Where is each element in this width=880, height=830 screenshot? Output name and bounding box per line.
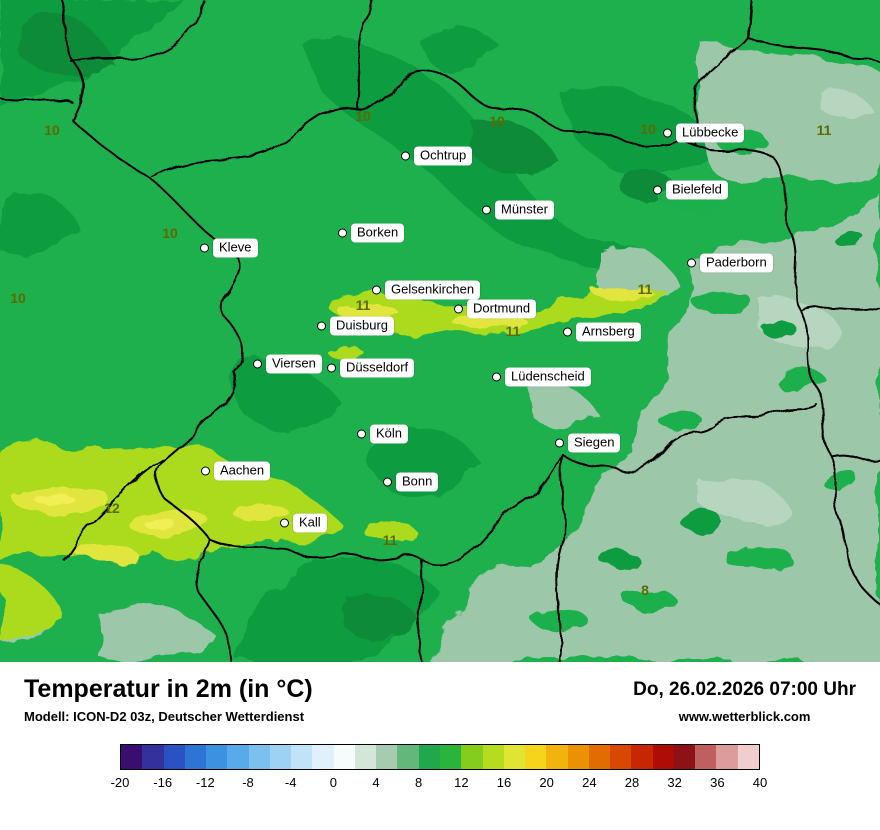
forecast-datetime: Do, 26.02.2026 07:00 Uhr xyxy=(633,679,856,700)
model-info: Modell: ICON-D2 03z, Deutscher Wetterdie… xyxy=(24,709,305,724)
legend-cell xyxy=(546,745,568,769)
legend-tick-label: 16 xyxy=(496,775,512,790)
legend-cell xyxy=(184,745,207,769)
legend-cell xyxy=(376,745,398,769)
legend-cell xyxy=(716,745,738,769)
legend-tick-label: 36 xyxy=(710,775,725,790)
legend-cell xyxy=(248,745,270,769)
legend-tick-label: -8 xyxy=(242,775,254,790)
temperature-map-graphic xyxy=(0,0,880,662)
legend-cell xyxy=(631,745,653,769)
legend-ticks: -20 -16 -12 -8 -4 0 4 8 12 16 20 24 28 32 36 40 xyxy=(111,775,768,795)
legend-cell xyxy=(482,745,504,769)
legend-cell xyxy=(567,745,589,769)
legend-cell xyxy=(673,745,696,769)
legend-tick-label: 0 xyxy=(329,775,337,790)
legend-cell xyxy=(588,745,611,769)
legend-cell xyxy=(461,745,483,769)
sage-dark-mottle xyxy=(600,232,866,568)
legend-cell xyxy=(525,745,547,769)
legend-tick-label: 20 xyxy=(539,775,554,790)
info-panel: Temperatur in 2m (in °C) Modell: ICON-D2… xyxy=(0,662,880,830)
map-title: Temperatur in 2m (in °C) xyxy=(24,675,313,703)
region-yellow-bright xyxy=(35,493,176,529)
legend-cell xyxy=(269,745,292,769)
legend-cell xyxy=(163,745,185,769)
legend-tick-label: -16 xyxy=(153,775,173,790)
legend-cell xyxy=(291,745,313,769)
panel-right-column: Do, 26.02.2026 07:00 Uhr www.wetterblick… xyxy=(633,674,856,724)
legend-tick-label: -20 xyxy=(110,775,130,790)
legend-cell xyxy=(439,745,462,769)
website-text: www.wetterblick.com xyxy=(678,709,811,724)
legend-tick-label: -12 xyxy=(195,775,215,790)
legend-cell xyxy=(397,745,419,769)
legend-cell xyxy=(333,745,355,769)
state-borders xyxy=(0,0,880,662)
legend-cell xyxy=(418,745,440,769)
legend-cell xyxy=(503,745,526,769)
legend-cell xyxy=(206,745,228,769)
legend-tick-label: 28 xyxy=(624,775,640,790)
legend-tick-label: 24 xyxy=(582,775,597,790)
legend-cell xyxy=(610,745,632,769)
panel-left-column: Temperatur in 2m (in °C) Modell: ICON-D2… xyxy=(24,674,313,724)
legend-cell xyxy=(737,745,759,769)
legend-tick-label: 8 xyxy=(415,775,423,790)
legend-cell xyxy=(142,745,164,769)
legend-cell xyxy=(695,745,717,769)
legend-cell xyxy=(354,745,377,769)
legend-cell xyxy=(312,745,334,769)
legend-colorbar xyxy=(120,744,760,770)
legend-cell xyxy=(227,745,249,769)
legend-cell xyxy=(121,745,143,769)
legend-tick-label: 32 xyxy=(667,775,682,790)
legend-tick-label: 12 xyxy=(454,775,469,790)
legend-tick-label: -4 xyxy=(284,775,297,790)
legend-cell xyxy=(652,745,674,769)
weather-map: 10 10 10 10 11 10 10 11 11 11 12 11 8 Ochtrup Münster… xyxy=(0,0,880,662)
temperature-legend: -20 -16 -12 -8 -4 0 4 8 12 16 20 24 28 32 36 40 xyxy=(111,744,768,795)
legend-tick-label: 4 xyxy=(372,775,380,790)
legend-tick-label: 40 xyxy=(752,775,768,790)
